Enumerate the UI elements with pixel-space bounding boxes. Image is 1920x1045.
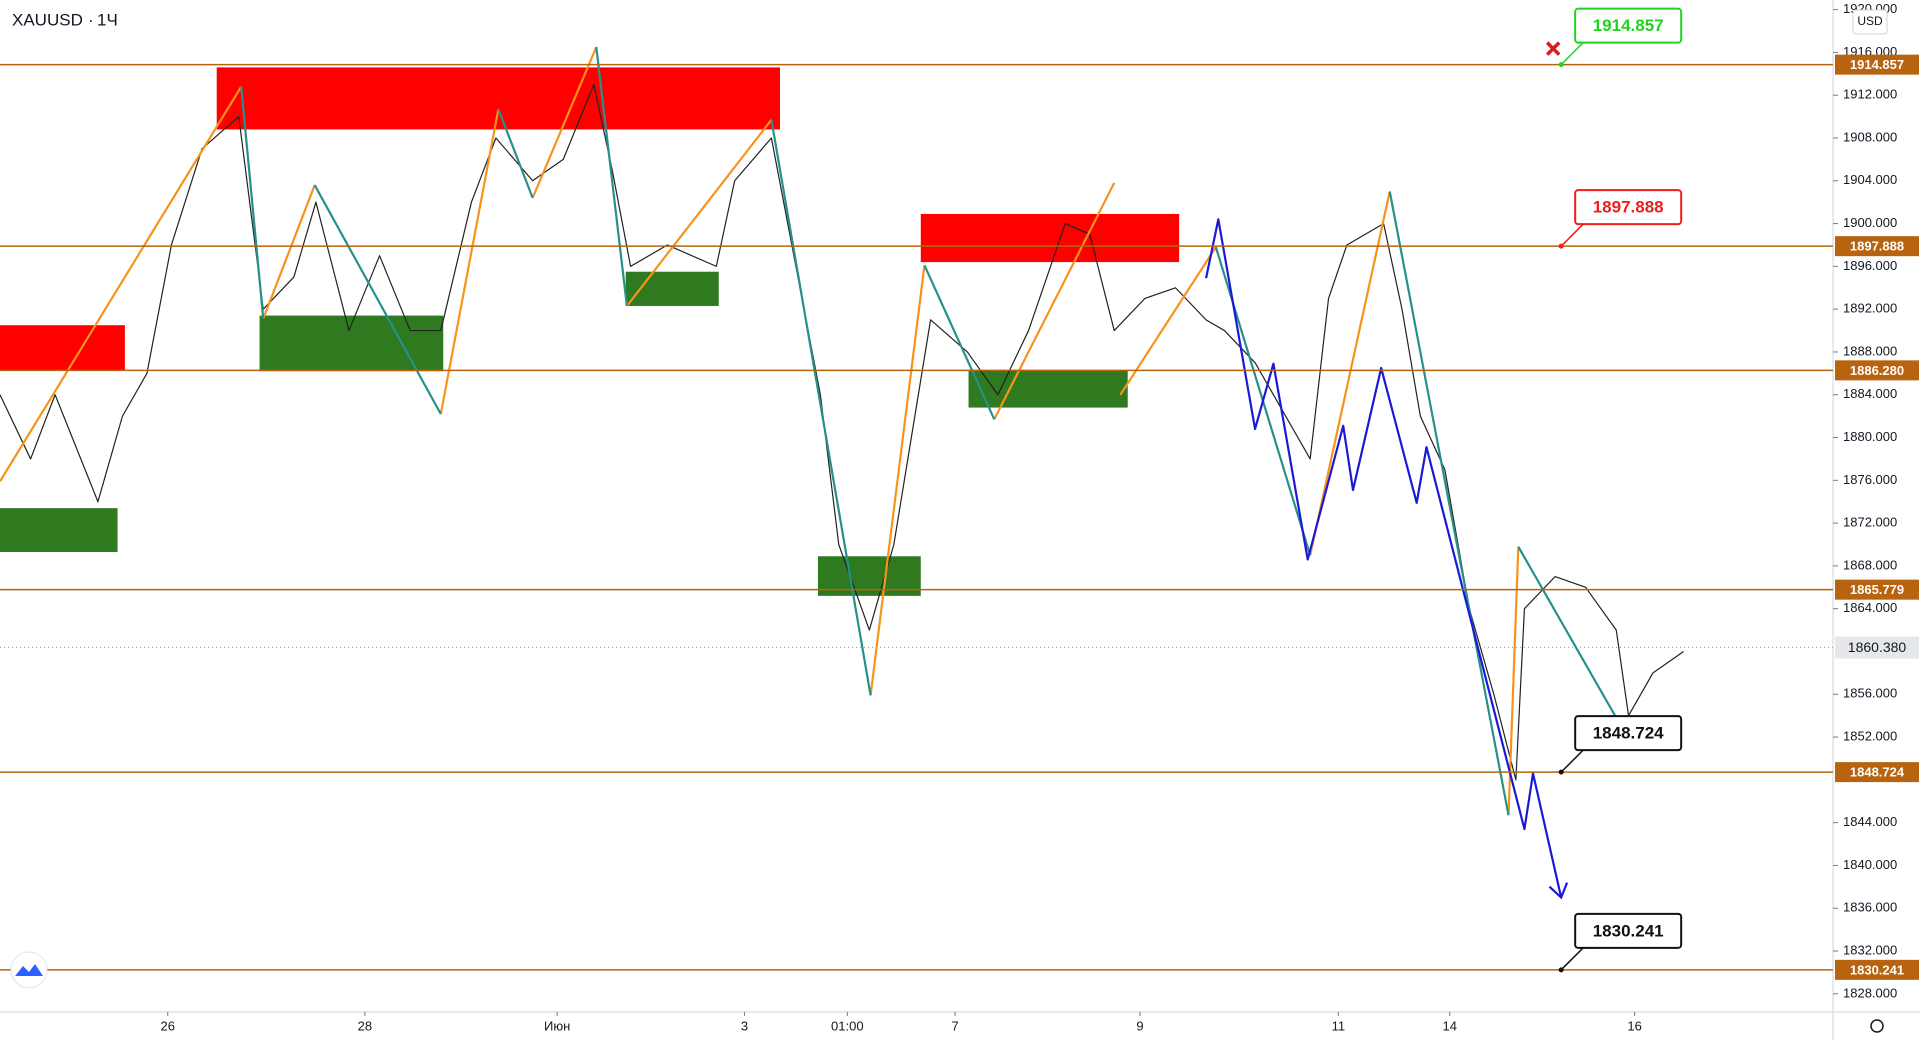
callout-box <box>1574 189 1683 226</box>
level-tag <box>1835 54 1919 75</box>
y-tick-label: 1912.000 <box>1843 87 1897 102</box>
level-label: 1848.724 <box>1850 765 1905 780</box>
y-tick-label: 1908.000 <box>1843 129 1897 144</box>
y-tick-label: 1864.000 <box>1843 600 1897 615</box>
level-label: 1914.857 <box>1850 57 1904 72</box>
interval[interactable]: 1Ч <box>97 10 118 29</box>
callout-label: 1830.241 <box>1593 921 1664 940</box>
y-tick-label: 1836.000 <box>1843 900 1897 915</box>
zigzag-line <box>0 46 1520 816</box>
x-tick-label: 26 <box>161 1018 175 1033</box>
logo <box>15 964 43 976</box>
zone <box>216 67 780 130</box>
y-tick-label: 1856.000 <box>1843 686 1897 701</box>
level-tag <box>1835 236 1919 257</box>
x-tick-label: Июн <box>544 1018 570 1033</box>
y-tick-label: 1876.000 <box>1843 472 1897 487</box>
plot-area: 1914.857 1897.888 1848.724 1830.241 <box>0 7 1833 973</box>
x-tick-label: 7 <box>951 1018 958 1033</box>
zigzag-line <box>1205 218 1563 898</box>
x-tick-label: 9 <box>1136 1018 1143 1033</box>
callout-box <box>1574 7 1683 44</box>
cross-marker <box>1545 41 1561 56</box>
y-tick-label: 1840.000 <box>1843 857 1897 872</box>
zone <box>0 508 118 552</box>
x-tick-label: 11 <box>1332 1018 1346 1033</box>
level-tag <box>1835 579 1919 600</box>
callout-label: 1914.857 <box>1593 16 1664 35</box>
settings-icon[interactable] <box>1870 1019 1884 1033</box>
y-tick-label: 1884.000 <box>1843 386 1897 401</box>
y-tick-label: 1868.000 <box>1843 557 1897 572</box>
callout-box <box>1574 912 1683 949</box>
currency: USD <box>1857 14 1883 28</box>
level-tag <box>1835 959 1919 980</box>
price-line <box>0 83 1684 781</box>
callout-label: 1848.724 <box>1593 724 1664 743</box>
zone <box>920 213 1180 263</box>
callout-box <box>1574 715 1683 752</box>
y-tick-label: 1832.000 <box>1843 942 1897 957</box>
arrow-head <box>1548 882 1569 900</box>
x-tick-label: 14 <box>1443 1018 1457 1033</box>
x-tick-label: 3 <box>741 1018 748 1033</box>
x-tick-label: 28 <box>358 1018 372 1033</box>
y-tick-label: 1900.000 <box>1843 215 1897 230</box>
zone <box>968 370 1128 408</box>
level-label: 1830.241 <box>1850 962 1904 977</box>
level-label: 1897.888 <box>1850 239 1904 254</box>
y-tick-label: 1880.000 <box>1843 429 1897 444</box>
y-tick-label: 1844.000 <box>1843 814 1897 829</box>
level-label: 1865.779 <box>1850 582 1904 597</box>
y-tick-label: 1828.000 <box>1843 985 1897 1000</box>
x-tick-label: 16 <box>1627 1018 1641 1033</box>
y-tick-label: 1888.000 <box>1843 343 1897 358</box>
zone <box>0 325 125 371</box>
y-tick-label: 1892.000 <box>1843 301 1897 316</box>
callout-label: 1897.888 <box>1593 198 1664 217</box>
y-tick-label: 1896.000 <box>1843 258 1897 273</box>
x-tick-label: 01:00 <box>831 1018 864 1033</box>
y-tick-label: 1904.000 <box>1843 172 1897 187</box>
current-price-tag <box>1835 636 1919 659</box>
currency-box[interactable] <box>1852 9 1888 35</box>
y-tick-label: 1852.000 <box>1843 729 1897 744</box>
level-label: 1886.280 <box>1850 363 1904 378</box>
axes: 1828.000 1832.000 1836.000 1840.000 1844.000… <box>161 1 1919 1033</box>
separator: · <box>88 10 94 29</box>
logo-badge[interactable] <box>10 951 48 989</box>
y-tick-label: 1872.000 <box>1843 515 1897 530</box>
current-price-label: 1860.380 <box>1848 639 1907 655</box>
level-tag <box>1835 762 1919 783</box>
level-tag <box>1835 360 1919 381</box>
symbol[interactable]: XAUUSD <box>12 10 83 29</box>
